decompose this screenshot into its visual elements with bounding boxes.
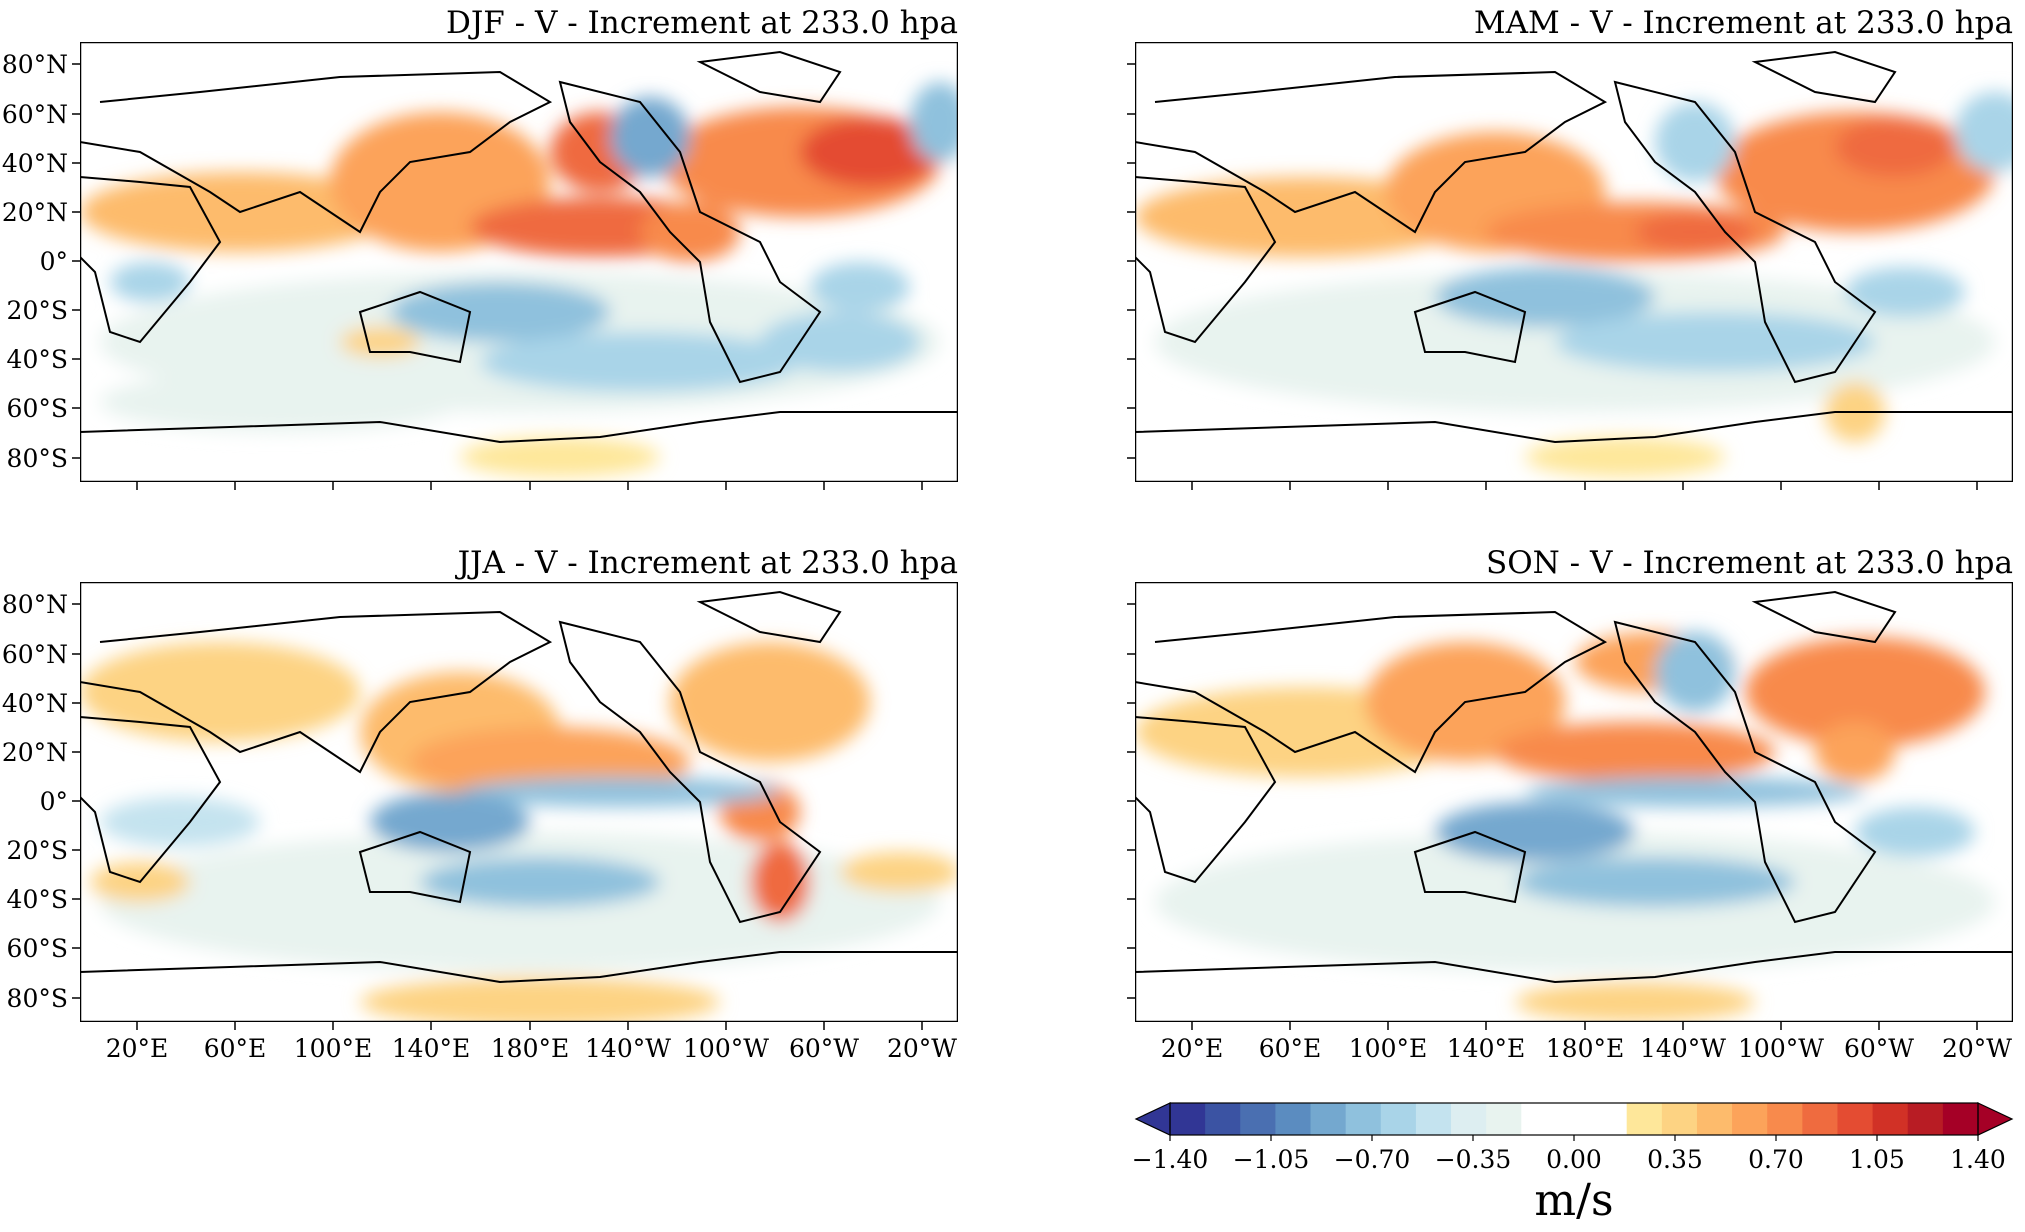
axis-ticks: 80°N 60°N 40°N 20°N 0° 20°S 40°S 60°S 80°S 80°N 60… bbox=[2, 50, 2012, 1063]
colorbar-segment bbox=[1486, 1103, 1522, 1135]
colorbar-tick-label: 0.35 bbox=[1647, 1145, 1703, 1174]
lon-tick-label: 20°W bbox=[887, 1034, 957, 1063]
lon-tick-label: 60°W bbox=[789, 1034, 859, 1063]
map-area bbox=[80, 42, 958, 482]
coastlines bbox=[80, 50, 958, 444]
map-area bbox=[80, 582, 958, 1022]
colorbar-segment bbox=[1837, 1103, 1874, 1135]
lon-tick-label: 20°E bbox=[1161, 1034, 1224, 1063]
lat-tick-label: 80°S bbox=[7, 444, 68, 473]
colorbar-segment bbox=[1451, 1103, 1487, 1135]
colorbar-min-extend bbox=[1134, 1102, 1171, 1136]
lat-tick-label: 20°N bbox=[2, 198, 68, 227]
colorbar-segment bbox=[1240, 1103, 1276, 1135]
lat-tick-label: 20°S bbox=[7, 836, 68, 865]
map-area bbox=[1135, 582, 2013, 1022]
colorbar-segment bbox=[1907, 1103, 1944, 1135]
colorbar-tick-label: 1.05 bbox=[1849, 1145, 1905, 1174]
panel-title: SON - V - Increment at 233.0 hpa bbox=[1486, 545, 2013, 581]
colorbar-tick-label: −0.70 bbox=[1334, 1145, 1411, 1174]
coastlines bbox=[80, 590, 958, 984]
colorbar-tick-label: −1.40 bbox=[1132, 1145, 1209, 1174]
colorbar-tick-label: −0.35 bbox=[1435, 1145, 1512, 1174]
colorbar-segment bbox=[1696, 1103, 1733, 1135]
colorbar-segment bbox=[1170, 1103, 1206, 1135]
colorbar-segment bbox=[1802, 1103, 1839, 1135]
lon-tick-label: 20°W bbox=[1942, 1034, 2012, 1063]
lat-tick-label: 0° bbox=[40, 787, 68, 816]
panel-djf: DJF - V - Increment at 233.0 hpa bbox=[80, 5, 958, 482]
colorbar-segment bbox=[1767, 1103, 1803, 1135]
colorbar-segment bbox=[1872, 1103, 1909, 1135]
colorbar-tick-label: 0.70 bbox=[1748, 1145, 1804, 1174]
colorbar-segment bbox=[1310, 1103, 1347, 1135]
lon-tick-label: 100°W bbox=[683, 1034, 769, 1063]
panel-mam: MAM - V - Increment at 233.0 hpa bbox=[1135, 5, 2013, 482]
lon-tick-label: 100°E bbox=[294, 1034, 372, 1063]
increment-field bbox=[1135, 632, 1995, 1022]
coastlines bbox=[1135, 50, 2013, 444]
lon-tick-label: 100°E bbox=[1349, 1034, 1427, 1063]
colorbar-segment bbox=[1415, 1103, 1452, 1135]
colorbar-segment bbox=[1942, 1103, 1979, 1135]
increment-field bbox=[80, 82, 958, 477]
map-area bbox=[1135, 42, 2013, 482]
colorbar-tick-label: 0.00 bbox=[1546, 1145, 1602, 1174]
lat-tick-label: 0° bbox=[40, 247, 68, 276]
lon-tick-label: 140°W bbox=[585, 1034, 671, 1063]
lat-tick-label: 40°S bbox=[7, 345, 68, 374]
colorbar-segment bbox=[1626, 1103, 1663, 1135]
colorbar-segment bbox=[1732, 1103, 1768, 1135]
increment-field bbox=[80, 642, 958, 1022]
panel-jja: JJA - V - Increment at 233.0 hpa bbox=[80, 545, 958, 1022]
lon-tick-label: 60°E bbox=[1259, 1034, 1322, 1063]
colorbar-segment bbox=[1205, 1103, 1241, 1135]
panel-title: JJA - V - Increment at 233.0 hpa bbox=[455, 545, 958, 581]
lat-tick-label: 80°S bbox=[7, 984, 68, 1013]
lon-tick-label: 140°W bbox=[1640, 1034, 1726, 1063]
lon-tick-label: 20°E bbox=[106, 1034, 169, 1063]
lat-tick-label: 20°N bbox=[2, 738, 68, 767]
colorbar-segment bbox=[1661, 1103, 1698, 1135]
colorbar-segment bbox=[1556, 1103, 1593, 1135]
lon-tick-label: 140°E bbox=[1447, 1034, 1525, 1063]
lat-tick-label: 80°N bbox=[2, 590, 68, 619]
colorbar-segment bbox=[1591, 1103, 1628, 1135]
colorbar-segment bbox=[1521, 1103, 1558, 1135]
lat-tick-label: 40°N bbox=[2, 689, 68, 718]
colorbar-max-extend bbox=[1977, 1102, 2014, 1136]
lat-tick-label: 60°N bbox=[2, 640, 68, 669]
lat-tick-label: 60°N bbox=[2, 100, 68, 129]
colorbar-segment bbox=[1275, 1103, 1312, 1135]
lat-tick-label: 20°S bbox=[7, 296, 68, 325]
lon-tick-label: 100°W bbox=[1738, 1034, 1824, 1063]
panel-son: SON - V - Increment at 233.0 hpa bbox=[1135, 545, 2013, 1022]
colorbar: −1.40 −1.05 −0.70 −0.35 0.00 0.35 0.70 1.05 1.40 bbox=[1132, 1102, 2014, 1174]
panel-title: DJF - V - Increment at 233.0 hpa bbox=[446, 5, 958, 41]
lon-tick-label: 60°W bbox=[1844, 1034, 1914, 1063]
lat-tick-label: 80°N bbox=[2, 50, 68, 79]
lat-tick-label: 60°S bbox=[7, 934, 68, 963]
colorbar-segment bbox=[1380, 1103, 1417, 1135]
coastlines bbox=[1135, 590, 2013, 984]
colorbar-segment bbox=[1345, 1103, 1382, 1135]
colorbar-unit-label: m/s bbox=[1534, 1175, 1613, 1226]
colorbar-tick-label: 1.40 bbox=[1950, 1145, 2006, 1174]
increment-field bbox=[1135, 92, 2013, 477]
lon-tick-label: 60°E bbox=[204, 1034, 267, 1063]
lon-tick-label: 140°E bbox=[392, 1034, 470, 1063]
lon-tick-label: 180°E bbox=[491, 1034, 569, 1063]
panel-title: MAM - V - Increment at 233.0 hpa bbox=[1474, 5, 2013, 41]
lon-tick-label: 180°E bbox=[1546, 1034, 1624, 1063]
lat-tick-label: 40°S bbox=[7, 885, 68, 914]
lat-tick-label: 60°S bbox=[7, 394, 68, 423]
lat-tick-label: 40°N bbox=[2, 149, 68, 178]
colorbar-tick-label: −1.05 bbox=[1233, 1145, 1310, 1174]
